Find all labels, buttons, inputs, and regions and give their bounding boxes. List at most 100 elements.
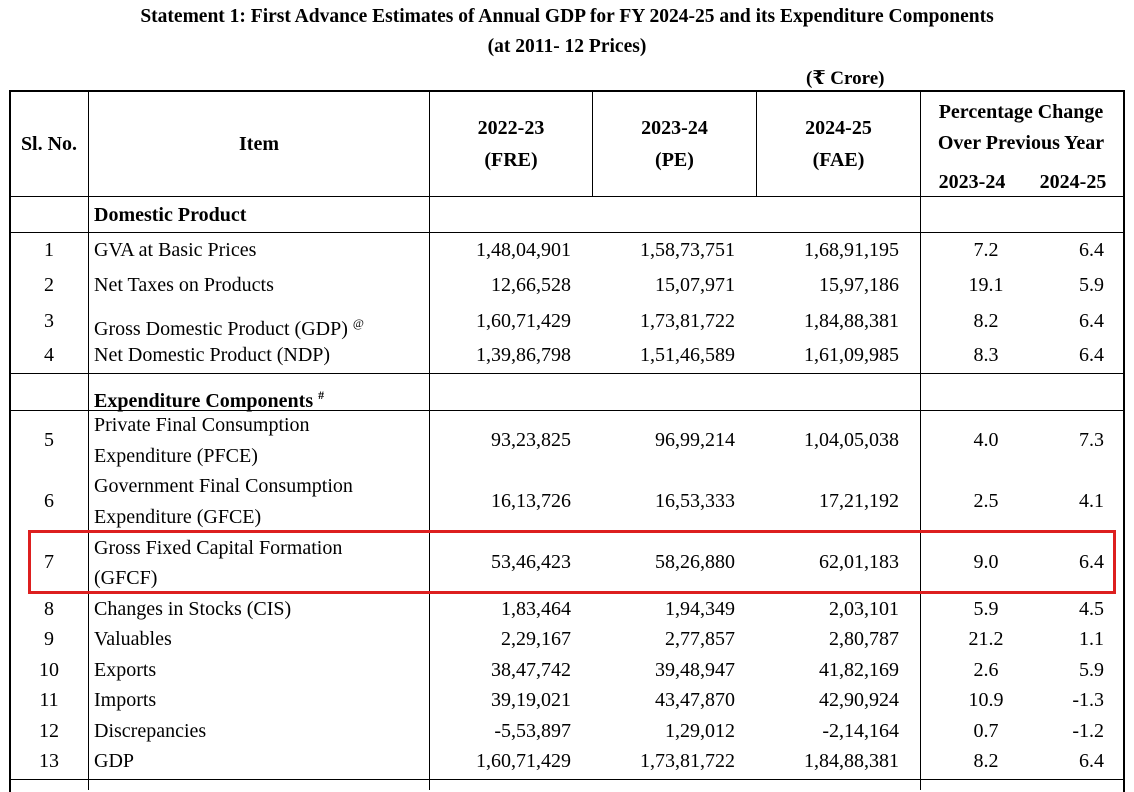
value-2022-23: 2,29,167 (501, 628, 571, 650)
pct-2023-24: 9.0 (973, 551, 999, 573)
row-number: 1 (44, 239, 54, 261)
value-2024-25: 1,84,88,381 (804, 750, 899, 772)
pct-2023-24: 8.2 (973, 310, 999, 332)
header-pct-2023-24: 2023-24 (938, 171, 1006, 193)
header-2022-23: 2022-23 (477, 117, 545, 139)
row-number: 2 (44, 274, 54, 296)
row-number: 7 (44, 551, 54, 573)
pct-2023-24: 5.9 (973, 598, 999, 620)
footnote-marker: # (318, 388, 325, 402)
value-2024-25: 17,21,192 (819, 490, 899, 512)
table-frame (9, 90, 1125, 792)
divider (88, 90, 89, 790)
header-2024-25-type: (FAE) (812, 149, 865, 171)
value-2023-24: 1,29,012 (665, 720, 735, 742)
row-item-line1: Gross Fixed Capital Formation (94, 537, 343, 559)
pct-2023-24: 2.6 (973, 659, 999, 681)
pct-2024-25: 6.4 (1079, 750, 1104, 772)
divider (756, 90, 757, 197)
divider (9, 232, 1123, 233)
row-number: 10 (39, 659, 59, 681)
statement-subtitle: (at 2011- 12 Prices) (487, 36, 647, 57)
row-number: 5 (44, 429, 54, 451)
value-2023-24: 39,48,947 (655, 659, 735, 681)
row-item: Net Domestic Product (NDP) (94, 344, 331, 366)
divider (920, 90, 921, 790)
row-item: Discrepancies (94, 720, 207, 742)
value-2024-25: -2,14,164 (822, 720, 899, 742)
pct-2023-24: 2.5 (973, 490, 999, 512)
row-number: 3 (44, 310, 54, 332)
value-2022-23: 1,39,86,798 (476, 344, 571, 366)
row-item: GVA at Basic Prices (94, 239, 257, 261)
row-item-line2: Expenditure (GFCE) (94, 506, 262, 528)
divider (429, 90, 430, 790)
statement-title: Statement 1: First Advance Estimates of … (140, 6, 994, 27)
pct-2024-25: 5.9 (1079, 274, 1104, 296)
row-item: Exports (94, 659, 157, 681)
pct-2024-25: 6.4 (1079, 551, 1104, 573)
value-2024-25: 41,82,169 (819, 659, 899, 681)
gfcf-highlight-box (28, 530, 1116, 594)
row-number: 4 (44, 344, 54, 366)
pct-2024-25: -1.3 (1072, 689, 1104, 711)
row-item-line2: Expenditure (PFCE) (94, 445, 258, 467)
pct-2023-24: 0.7 (973, 720, 999, 742)
value-2022-23: 12,66,528 (491, 274, 571, 296)
divider (9, 373, 1123, 374)
pct-2024-25: 6.4 (1079, 310, 1104, 332)
value-2022-23: 1,48,04,901 (476, 239, 571, 261)
row-item: Net Taxes on Products (94, 274, 274, 296)
value-2024-25: 42,90,924 (819, 689, 899, 711)
pct-2023-24: 8.2 (973, 750, 999, 772)
value-2024-25: 1,84,88,381 (804, 310, 899, 332)
header-2023-24-type: (PE) (655, 149, 694, 171)
divider (9, 410, 1123, 411)
header-2024-25: 2024-25 (805, 117, 872, 139)
header-pct-2024-25: 2024-25 (1039, 171, 1107, 193)
pct-2024-25: 4.5 (1079, 598, 1104, 620)
pct-2024-25: 5.9 (1079, 659, 1104, 681)
pct-2024-25: 1.1 (1079, 628, 1104, 650)
row-item-text: Gross Domestic Product (GDP) (94, 318, 348, 340)
row-item: GDP (94, 750, 135, 772)
pct-2023-24: 8.3 (973, 344, 999, 366)
value-2022-23: 53,46,423 (491, 551, 571, 573)
pct-2024-25: -1.2 (1072, 720, 1104, 742)
value-2023-24: 2,77,857 (665, 628, 735, 650)
value-2022-23: 16,13,726 (491, 490, 571, 512)
row-number: 8 (44, 598, 54, 620)
value-2024-25: 62,01,183 (819, 551, 899, 573)
section-expenditure-components: Expenditure Components # (94, 380, 324, 416)
header-item: Item (239, 133, 279, 155)
value-2022-23: 39,19,021 (491, 689, 571, 711)
value-2023-24: 1,73,81,722 (640, 310, 735, 332)
value-2023-24: 1,94,349 (665, 598, 735, 620)
row-number: 11 (39, 689, 59, 711)
unit-label: (₹ Crore) (806, 68, 885, 89)
header-2022-23-type: (FRE) (484, 149, 538, 171)
pct-2023-24: 21.2 (968, 628, 1004, 650)
row-item: Imports (94, 689, 157, 711)
row-item: Valuables (94, 628, 172, 650)
value-2022-23: 93,23,825 (491, 429, 571, 451)
divider (592, 90, 593, 197)
footnote-marker: @ (352, 316, 364, 330)
divider (9, 196, 1123, 197)
pct-2024-25: 4.1 (1079, 490, 1104, 512)
value-2023-24: 96,99,214 (655, 429, 735, 451)
header-percentage-change: Percentage Change (938, 101, 1104, 123)
pct-2024-25: 6.4 (1079, 344, 1104, 366)
pct-2023-24: 7.2 (973, 239, 999, 261)
row-number: 9 (44, 628, 54, 650)
value-2023-24: 1,58,73,751 (640, 239, 735, 261)
section-domestic-product: Domestic Product (94, 204, 247, 226)
pct-2023-24: 10.9 (968, 689, 1004, 711)
row-item-line1: Private Final Consumption (94, 414, 310, 436)
header-2023-24: 2023-24 (641, 117, 708, 139)
row-item-line2: (GFCF) (94, 567, 158, 589)
value-2022-23: 1,60,71,429 (476, 750, 571, 772)
row-item: Changes in Stocks (CIS) (94, 598, 292, 620)
value-2024-25: 1,68,91,195 (804, 239, 899, 261)
header-sl-no: Sl. No. (20, 133, 78, 155)
